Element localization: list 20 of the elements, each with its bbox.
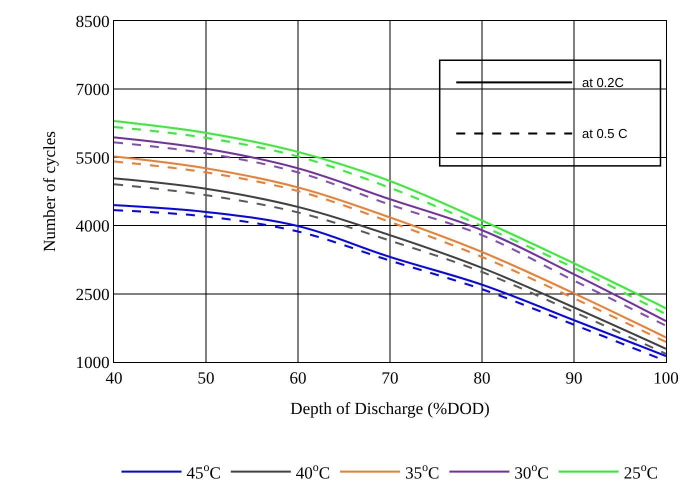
- legend-label: 45$^{o}$C: [186, 460, 221, 482]
- legend-label: 40$^{o}$C: [296, 460, 330, 482]
- x-tick-label: 70: [382, 368, 398, 388]
- annotation: at 0.2C: [582, 75, 624, 90]
- annotation: at 0.5 C: [582, 126, 628, 141]
- x-tick-label: 100: [653, 368, 679, 388]
- y-tick-label: 8500: [76, 12, 110, 31]
- legend-label: 30$^{o}$C: [514, 460, 549, 482]
- y-tick-label: 7000: [76, 80, 110, 100]
- legend-label: 25$^{o}$C: [624, 460, 658, 482]
- legend-label: 35$^{o}$C: [405, 460, 440, 482]
- x-tick-label: 90: [566, 368, 582, 388]
- y-tick-label: 5500: [76, 148, 110, 168]
- y-axis-title: Number of cycles: [40, 131, 60, 252]
- x-tick-label: 80: [474, 368, 490, 388]
- x-tick-label: 60: [290, 368, 306, 388]
- y-tick-label: 4000: [76, 216, 110, 236]
- x-tick-label: 50: [198, 368, 214, 388]
- x-axis-title: Depth of Discharge (%DOD): [290, 398, 490, 418]
- y-tick-label: 2500: [76, 284, 110, 304]
